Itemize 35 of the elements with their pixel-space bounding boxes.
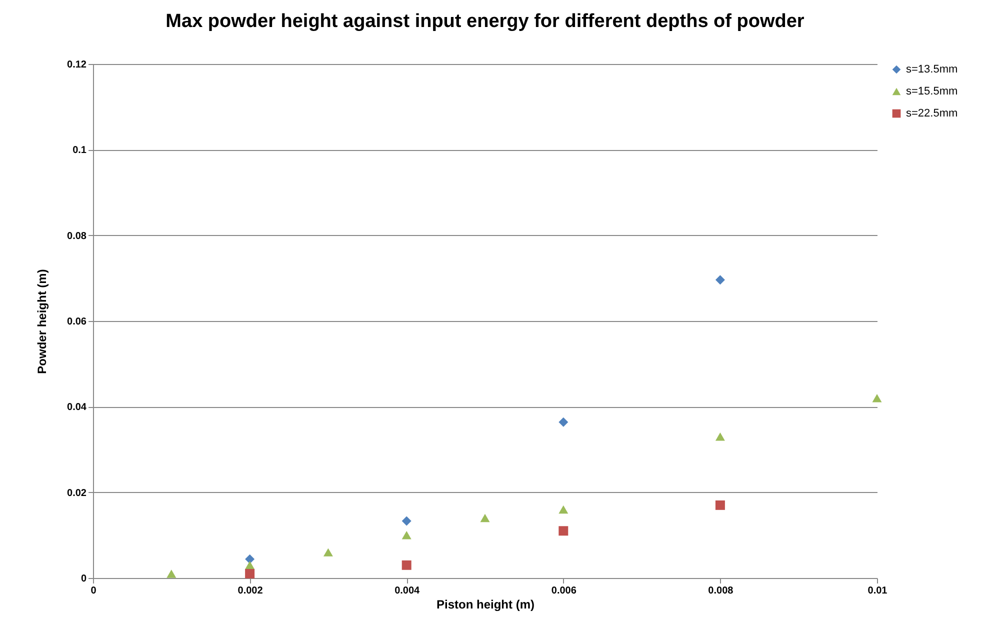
point xyxy=(558,505,568,514)
legend-label: s=15.5mm xyxy=(906,86,958,98)
point xyxy=(245,554,255,564)
y-axis-title: Powder height (m) xyxy=(35,269,50,374)
x-tick-label: 0 xyxy=(90,586,97,596)
x-tick-label: 0.006 xyxy=(551,586,577,596)
y-tick-label: 0.12 xyxy=(67,60,87,70)
y-tick-label: 0.1 xyxy=(72,145,87,156)
x-tick-label: 0.008 xyxy=(708,586,734,596)
point xyxy=(715,500,725,510)
point xyxy=(872,394,882,402)
point xyxy=(245,568,255,578)
chart-title: Max powder height against input energy for different depths of powder xyxy=(166,11,805,32)
point xyxy=(558,526,568,536)
x-tick-label: 0.01 xyxy=(868,586,888,596)
legend-label: s=13.5mm xyxy=(906,64,958,76)
x-axis-title: Piston height (m) xyxy=(436,598,534,612)
point xyxy=(245,561,255,570)
x-tick-label: 0.004 xyxy=(394,586,420,596)
point xyxy=(402,531,412,540)
point xyxy=(715,432,725,441)
point xyxy=(166,570,176,578)
y-tick-label: 0.06 xyxy=(67,316,87,328)
point xyxy=(558,417,568,427)
y-tick-label: 0.08 xyxy=(67,230,87,242)
y-tick-label: 0.04 xyxy=(67,402,87,414)
point xyxy=(323,548,333,556)
point xyxy=(480,514,490,522)
point xyxy=(402,516,412,526)
point xyxy=(402,560,412,570)
y-tick-label: 0 xyxy=(80,574,87,584)
y-tick-label: 0.02 xyxy=(67,488,87,499)
point xyxy=(715,275,725,285)
x-tick-label: 0.002 xyxy=(238,586,264,596)
legend-label: s=22.5mm xyxy=(906,108,958,120)
